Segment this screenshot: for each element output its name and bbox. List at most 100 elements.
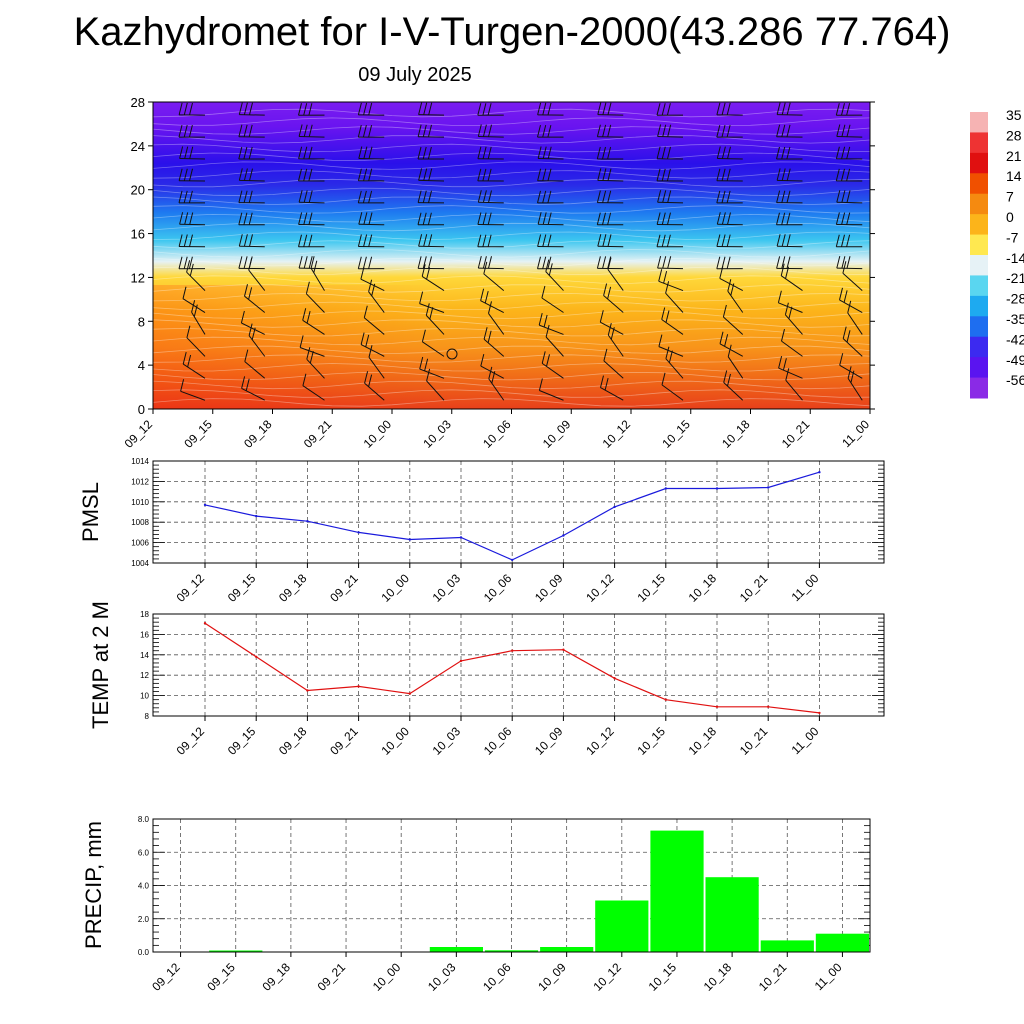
wind-barb-feather: [189, 234, 193, 247]
wind-barb-shaft: [422, 341, 445, 357]
wind-barb-feather: [842, 326, 847, 339]
colorbar-swatch: [970, 214, 988, 236]
wind-barb-feather: [600, 375, 604, 388]
wind-barb-shaft: [239, 114, 265, 116]
wind-barb-shaft: [421, 275, 445, 292]
wind-barb-feather: [776, 212, 780, 225]
wind-barb: [835, 234, 863, 248]
wind-barb-feather: [597, 102, 602, 115]
x-tick-label: 10_00: [370, 960, 404, 994]
wind-barb: [298, 103, 325, 116]
wind-barb-feather: [248, 323, 253, 336]
wind-barb-feather: [357, 102, 362, 116]
wind-barb: [357, 190, 385, 204]
wind-barb: [417, 124, 445, 138]
wind-barb-feather: [363, 168, 368, 181]
wind-barb: [178, 102, 206, 116]
wind-barb-shaft: [665, 358, 684, 379]
wind-barb: [299, 335, 325, 357]
pmsl-point: [255, 514, 258, 518]
wind-barb-feather: [428, 256, 432, 269]
wind-barb-feather: [423, 234, 428, 247]
wind-barb-feather: [721, 190, 726, 204]
wind-barb-feather: [846, 124, 851, 137]
wind-barb: [179, 146, 206, 160]
wind-barb-feather: [310, 256, 315, 269]
wind-barb-feather: [841, 212, 846, 225]
wind-barb-feather: [781, 124, 786, 138]
wind-barb-feather: [778, 355, 783, 369]
wind-barb-feather: [723, 370, 728, 383]
wind-barb: [419, 356, 445, 379]
wind-barb-feather: [248, 146, 253, 160]
wind-barb-feather: [604, 377, 609, 391]
wind-barb-feather: [726, 234, 731, 247]
wind-barb-feather: [488, 256, 492, 269]
isotherm-line: [152, 205, 871, 214]
y-tick-label: 8.0: [138, 815, 150, 824]
wind-barb-feather: [308, 234, 313, 247]
wind-barb: [842, 326, 863, 357]
wind-barb-feather: [417, 124, 422, 137]
wind-barb-feather: [182, 286, 187, 299]
wind-barb-shaft: [658, 280, 684, 292]
wind-barb: [776, 234, 803, 248]
wind-barb-shaft: [597, 179, 624, 182]
temp-point: [562, 648, 565, 651]
wind-barb-feather: [547, 234, 552, 247]
wind-barb: [178, 168, 206, 182]
wind-barb: [426, 368, 445, 401]
wind-barb-feather: [541, 285, 546, 299]
wind-barb-shaft: [719, 343, 743, 357]
wind-barb: [418, 234, 445, 248]
wind-barb-shaft: [847, 378, 863, 401]
wind-barb-feather: [368, 124, 373, 138]
wind-barb: [835, 212, 863, 226]
wind-barb-shaft: [539, 390, 564, 401]
x-tick-label: 10_18: [686, 571, 720, 605]
wind-barb-feather: [537, 102, 542, 116]
wind-barb: [716, 190, 743, 204]
wind-barb-feather: [656, 212, 661, 225]
wind-barb-shaft: [545, 271, 564, 291]
wind-barb-shaft: [847, 312, 863, 335]
wind-barb-feather: [308, 168, 313, 182]
precip-panel: PRECIP, mm 0.0 2.0 4.0 6.0 8.0 09_12 09_15 09_1…: [81, 815, 871, 994]
wind-barb-feather: [661, 234, 666, 247]
wind-barb-feather: [781, 168, 786, 181]
wind-barb-feather: [368, 168, 373, 181]
wind-barb-feather: [727, 373, 731, 387]
wind-barb-feather: [423, 102, 428, 115]
isotherm-line: [152, 249, 871, 258]
x-tick-label: 10_12: [583, 571, 617, 605]
wind-barb: [727, 344, 744, 379]
wind-barb: [665, 346, 684, 379]
wind-barb-feather: [596, 212, 601, 225]
wind-barb-feather: [721, 146, 726, 159]
wind-barb-feather: [238, 212, 243, 225]
wind-barb-feather: [542, 256, 547, 269]
wind-barb-feather: [189, 212, 194, 225]
wind-barb-feather: [661, 372, 666, 386]
wind-barb: [357, 168, 385, 182]
wind-barb-feather: [836, 124, 841, 137]
wind-barb-feather: [482, 256, 487, 269]
wind-barb-feather: [238, 234, 243, 247]
precip-bar: [650, 830, 704, 952]
x-tick-label: 10_15: [634, 724, 668, 758]
wind-barb-feather: [488, 301, 492, 314]
wind-barb-feather: [843, 290, 848, 303]
wind-barb-feather: [541, 351, 546, 364]
colorbar-swatch: [970, 295, 988, 317]
wind-barb-feather: [542, 234, 547, 247]
wind-barb-feather: [182, 351, 187, 365]
isotherm-line: [152, 354, 871, 363]
x-tick-label: 09_21: [327, 724, 361, 758]
wind-barb-feather: [368, 102, 373, 116]
wind-barb: [545, 324, 564, 357]
wind-barb-feather: [362, 124, 367, 138]
wind-barb-shaft: [248, 335, 266, 357]
wind-barb-feather: [716, 102, 721, 116]
temp-point: [306, 689, 309, 692]
wind-barb-feather: [542, 212, 547, 225]
